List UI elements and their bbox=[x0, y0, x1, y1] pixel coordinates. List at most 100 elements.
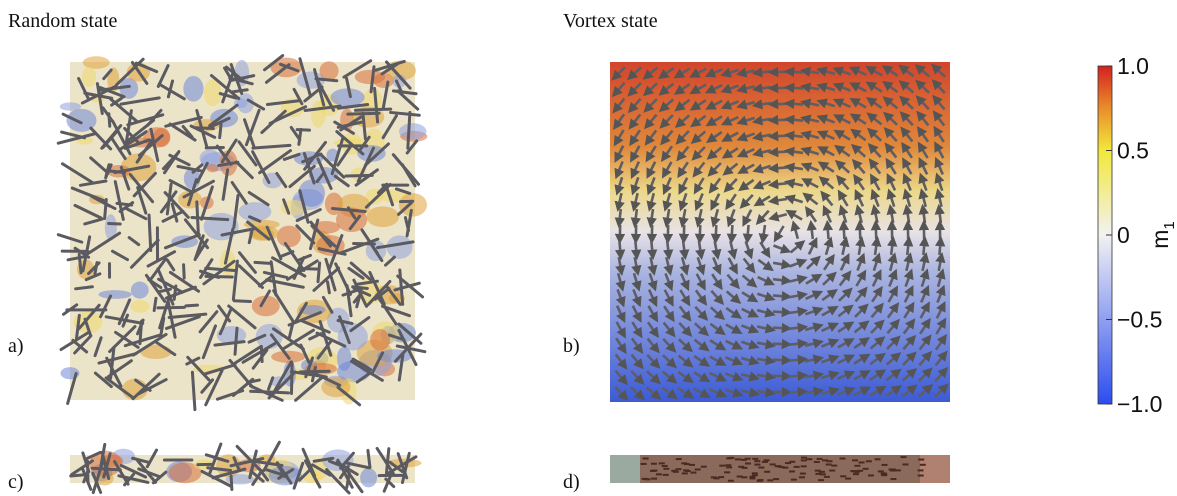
arrow bbox=[907, 241, 908, 255]
vortex-state-image bbox=[610, 62, 950, 402]
texture bbox=[130, 300, 149, 313]
arrow bbox=[117, 203, 132, 205]
arrow bbox=[683, 241, 685, 255]
arrow bbox=[844, 225, 845, 239]
arrow bbox=[773, 295, 787, 296]
arrow bbox=[158, 307, 184, 308]
arrow bbox=[619, 209, 621, 223]
arrow bbox=[251, 391, 289, 393]
panel-title: Random state bbox=[8, 10, 118, 32]
arrow bbox=[773, 183, 787, 184]
arrow bbox=[732, 225, 733, 239]
arrow bbox=[789, 119, 803, 120]
arrow bbox=[261, 347, 262, 362]
arrow bbox=[235, 328, 237, 354]
arrow bbox=[789, 87, 803, 88]
arrow bbox=[220, 124, 221, 137]
arrow bbox=[789, 135, 803, 137]
arrow bbox=[232, 90, 247, 92]
arrow bbox=[635, 209, 637, 223]
texture bbox=[360, 468, 377, 487]
arrow bbox=[667, 241, 669, 255]
arrow bbox=[789, 327, 803, 329]
arrow bbox=[939, 209, 941, 223]
arrow bbox=[408, 112, 410, 148]
arrow bbox=[747, 225, 748, 239]
arrow bbox=[773, 104, 787, 105]
arrow bbox=[773, 328, 787, 329]
arrow bbox=[291, 363, 292, 393]
arrow bbox=[318, 263, 320, 282]
texture bbox=[82, 67, 96, 88]
arrow bbox=[76, 287, 93, 289]
texture bbox=[183, 76, 203, 102]
arrow bbox=[773, 136, 787, 137]
panel-label: b) bbox=[563, 335, 580, 357]
arrow bbox=[95, 263, 97, 274]
panel-label: d) bbox=[563, 471, 580, 493]
arrow bbox=[255, 262, 270, 263]
arrow bbox=[348, 113, 379, 114]
arrow bbox=[316, 79, 337, 81]
arrow bbox=[789, 151, 803, 153]
random-state-image bbox=[58, 56, 427, 410]
texture bbox=[386, 235, 412, 259]
arrow bbox=[184, 265, 185, 278]
texture bbox=[83, 56, 110, 69]
figure: Random state Vortex state a) b) c) d) m1… bbox=[0, 0, 1177, 496]
texture bbox=[331, 88, 365, 106]
texture bbox=[366, 206, 399, 227]
arrow bbox=[789, 359, 803, 360]
arrow bbox=[773, 312, 787, 313]
vortex-state-side-image bbox=[610, 455, 950, 483]
arrow bbox=[174, 286, 176, 299]
texture bbox=[355, 70, 385, 84]
arrow bbox=[891, 241, 893, 255]
arrow bbox=[154, 298, 156, 310]
arrow bbox=[619, 241, 620, 255]
panel-title: Vortex state bbox=[563, 10, 658, 32]
arrow bbox=[757, 71, 771, 73]
arrow bbox=[716, 225, 717, 239]
arrow bbox=[811, 225, 813, 239]
arrow bbox=[356, 109, 391, 110]
texture bbox=[399, 123, 426, 140]
arrow bbox=[828, 225, 829, 239]
arrow bbox=[773, 344, 787, 345]
colorbar-tick-label: −1.0 bbox=[1117, 391, 1162, 417]
arrow bbox=[789, 72, 803, 73]
random-state-side-image bbox=[70, 442, 422, 493]
arrow bbox=[789, 343, 803, 344]
texture bbox=[131, 282, 149, 299]
texture bbox=[98, 290, 131, 299]
arrow bbox=[773, 279, 787, 281]
arrow bbox=[328, 282, 330, 293]
panel-label: c) bbox=[8, 471, 24, 493]
texture bbox=[319, 61, 338, 80]
texture bbox=[207, 164, 219, 172]
arrow bbox=[651, 241, 652, 255]
arrow bbox=[773, 360, 787, 361]
arrow bbox=[197, 202, 199, 234]
arrow bbox=[789, 375, 803, 376]
arrow bbox=[789, 103, 803, 104]
arrow bbox=[773, 167, 787, 168]
colorbar-tick-label: −0.5 bbox=[1117, 307, 1162, 333]
arrow bbox=[149, 215, 151, 250]
colorbar-tick-label: 1.0 bbox=[1117, 53, 1149, 79]
arrow bbox=[186, 305, 198, 306]
arrow bbox=[109, 223, 121, 224]
arrow bbox=[234, 301, 250, 302]
arrow bbox=[939, 241, 940, 255]
arrow bbox=[635, 241, 636, 255]
arrow bbox=[773, 152, 787, 153]
arrow bbox=[757, 391, 771, 393]
texture bbox=[399, 193, 427, 216]
colorbar-tick-label: 0.5 bbox=[1117, 138, 1149, 164]
texture bbox=[370, 329, 390, 351]
arrow bbox=[860, 225, 861, 239]
colorbar-label: m1 bbox=[1147, 221, 1177, 249]
texture bbox=[277, 226, 301, 248]
arrow bbox=[923, 241, 924, 255]
arrow bbox=[231, 476, 232, 489]
